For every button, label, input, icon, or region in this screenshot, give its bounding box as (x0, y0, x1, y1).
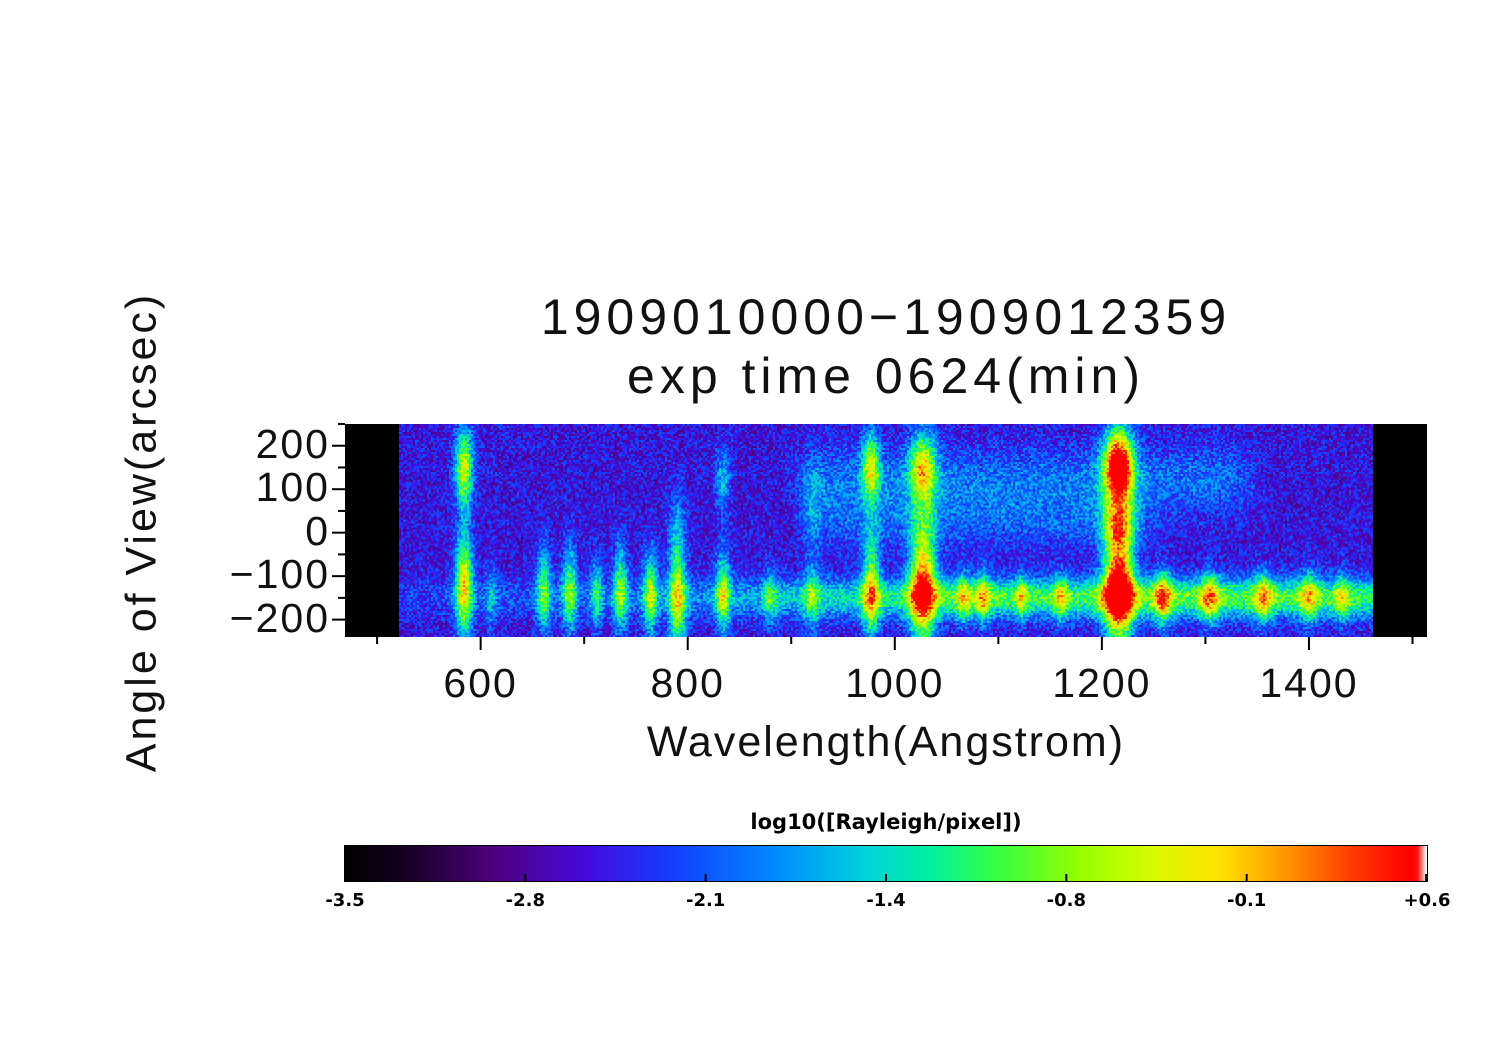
colorbar-tick-label: -2.1 (685, 890, 726, 911)
colorbar-gradient (344, 845, 1428, 882)
plot-title: 1909010000−1909012359 (540, 289, 1232, 345)
colorbar-tick-label: -1.4 (866, 890, 906, 911)
y-axis-label: Angle of View(arcsec) (117, 291, 166, 773)
x-tick-label: 1200 (1052, 660, 1152, 706)
x-axis-label: Wavelength(Angstrom) (646, 718, 1126, 766)
y-tick-label: −200 (229, 594, 330, 641)
colorbar-title: log10([Rayleigh/pixel]) (750, 810, 1022, 834)
y-tick-label: 100 (255, 464, 330, 511)
spectrogram-heatmap (345, 424, 1427, 637)
y-tick-label: 0 (305, 507, 330, 554)
plot-subtitle: exp time 0624(min) (627, 348, 1145, 404)
colorbar-tick-label: -3.5 (325, 890, 365, 911)
x-tick-label: 1400 (1259, 660, 1359, 706)
colorbar-tick-label: -0.8 (1046, 890, 1087, 911)
colorbar-tick-label: -0.1 (1226, 890, 1267, 911)
x-tick-label: 600 (443, 660, 518, 706)
y-tick-label: −100 (229, 551, 330, 598)
y-tick-label: 200 (255, 420, 330, 467)
colorbar-tick-label: -2.8 (505, 890, 546, 911)
x-tick-label: 800 (650, 660, 725, 706)
colorbar-tick-label: +0.6 (1403, 890, 1451, 911)
x-tick-label: 1000 (845, 660, 945, 706)
